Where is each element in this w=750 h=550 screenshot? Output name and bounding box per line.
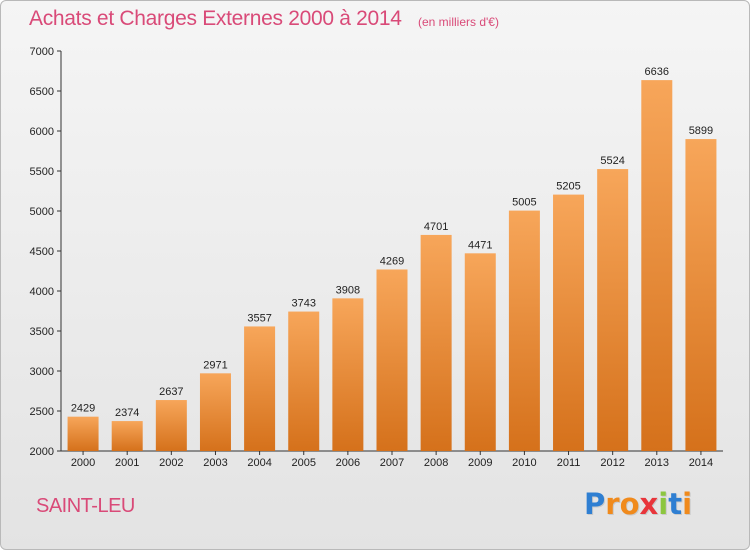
y-tick-label: 7000: [30, 46, 54, 58]
x-tick-label: 2007: [380, 457, 404, 469]
logo-letter: i: [658, 487, 669, 521]
data-label: 4701: [424, 221, 448, 233]
bar: [464, 253, 496, 451]
bar: [376, 269, 408, 451]
x-tick-label: 2012: [600, 457, 624, 469]
bar: [553, 194, 585, 451]
data-label: 2429: [71, 403, 95, 415]
chart-title: Achats et Charges Externes 2000 à 2014: [29, 7, 402, 30]
proxiti-logo: Proxiti: [584, 487, 692, 521]
y-tick-label: 6500: [30, 86, 54, 98]
data-label: 4269: [380, 255, 404, 267]
x-tick-label: 2005: [291, 457, 315, 469]
y-tick-label: 4000: [30, 286, 54, 298]
data-label: 5205: [556, 181, 580, 193]
x-tick-label: 2008: [424, 457, 448, 469]
data-label: 3743: [291, 298, 315, 310]
data-label: 6636: [645, 66, 669, 78]
logo-letter: x: [639, 487, 659, 521]
bar: [332, 298, 364, 451]
x-tick-label: 2011: [557, 457, 581, 469]
bar: [597, 169, 629, 451]
data-label: 4471: [468, 239, 492, 251]
x-tick-label: 2000: [71, 457, 95, 469]
y-tick-label: 6000: [30, 126, 54, 138]
bar: [685, 139, 717, 451]
x-tick-label: 2001: [115, 457, 139, 469]
data-label: 3557: [247, 312, 271, 324]
logo-letter: t: [668, 487, 683, 521]
data-label: 2971: [203, 359, 227, 371]
bar: [288, 311, 320, 451]
logo-letter: o: [619, 487, 640, 521]
bar: [155, 400, 187, 451]
bar: [67, 416, 99, 451]
y-tick-label: 3500: [30, 326, 54, 338]
x-tick-label: 2013: [645, 457, 669, 469]
x-tick-label: 2014: [689, 457, 713, 469]
data-label: 3908: [336, 284, 360, 296]
x-tick-label: 2004: [247, 457, 271, 469]
place-name: SAINT-LEU: [36, 495, 135, 517]
data-label: 2374: [115, 407, 139, 419]
bar: [420, 234, 452, 451]
bar: [508, 210, 540, 451]
logo-letter: P: [584, 487, 606, 521]
logo-letter: r: [605, 487, 620, 521]
y-tick-label: 3000: [30, 366, 54, 378]
logo-letter: i: [682, 487, 693, 521]
y-tick-label: 5000: [30, 206, 54, 218]
x-tick-label: 2010: [512, 457, 536, 469]
data-label: 5005: [512, 197, 536, 209]
x-tick-label: 2006: [336, 457, 360, 469]
data-label: 5899: [689, 125, 713, 137]
chart-subtitle: (en milliers d'€): [418, 15, 499, 29]
data-label: 2637: [159, 386, 183, 398]
y-tick-label: 2500: [30, 406, 54, 418]
x-tick-label: 2002: [159, 457, 183, 469]
y-tick-label: 4500: [30, 246, 54, 258]
y-tick-label: 5500: [30, 166, 54, 178]
data-label: 5524: [600, 155, 624, 167]
x-tick-label: 2003: [203, 457, 227, 469]
bar: [199, 373, 231, 451]
bar: [641, 80, 673, 452]
x-tick-label: 2009: [468, 457, 492, 469]
bar: [244, 326, 276, 451]
y-tick-label: 2000: [30, 446, 54, 458]
bar: [111, 421, 143, 451]
